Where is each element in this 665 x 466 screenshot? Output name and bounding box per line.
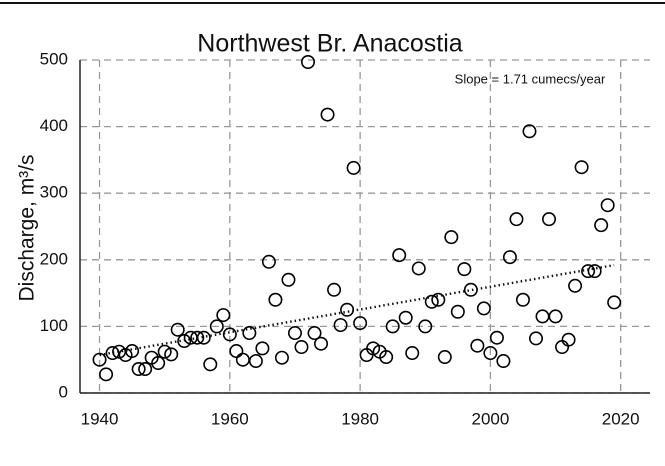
data-point — [268, 292, 283, 307]
data-point — [131, 362, 146, 377]
data-point — [105, 346, 120, 361]
data-point — [294, 340, 309, 355]
data-point — [496, 354, 511, 369]
data-point — [307, 326, 322, 341]
data-point — [125, 344, 140, 359]
trendline — [99, 263, 615, 357]
data-point — [515, 292, 530, 307]
y-tick-label: 300 — [40, 183, 68, 202]
data-point — [418, 319, 433, 334]
data-point — [327, 282, 342, 297]
data-point — [392, 248, 407, 263]
data-point — [502, 250, 517, 265]
data-point — [509, 212, 524, 227]
data-point — [235, 352, 250, 367]
data-point — [261, 254, 276, 269]
data-point — [138, 362, 153, 377]
data-point — [431, 292, 446, 307]
data-point — [99, 367, 114, 382]
data-point — [274, 350, 289, 365]
y-axis-label: Discharge, m³/s — [16, 154, 39, 301]
x-tick-label: 2000 — [471, 409, 509, 428]
data-point — [333, 318, 348, 333]
y-tick-label: 400 — [40, 116, 68, 135]
data-point — [92, 352, 107, 367]
data-point — [229, 344, 244, 359]
data-point — [424, 294, 439, 309]
data-point — [489, 330, 504, 345]
chart-title: Northwest Br. Anacostia — [197, 30, 463, 58]
data-point — [157, 344, 172, 359]
data-point — [535, 309, 550, 324]
x-tick-label: 1940 — [81, 409, 119, 428]
data-point — [366, 341, 381, 356]
x-tick-label: 2020 — [602, 409, 640, 428]
data-point — [522, 124, 537, 139]
data-point — [483, 346, 498, 361]
data-point — [463, 282, 478, 297]
data-point — [314, 336, 329, 351]
data-point — [450, 304, 465, 319]
data-point — [385, 319, 400, 334]
annotation: Slope = 1.71 cumecs/year — [455, 71, 606, 86]
data-point — [548, 309, 563, 324]
data-point — [542, 212, 557, 227]
y-tick-label: 100 — [40, 316, 68, 335]
data-point — [444, 230, 459, 245]
data-point — [209, 319, 224, 334]
data-point — [437, 350, 452, 365]
data-point — [300, 54, 315, 69]
data-point — [281, 272, 296, 287]
data-point — [222, 327, 237, 342]
data-point — [353, 316, 368, 331]
data-point — [470, 338, 485, 353]
data-point — [607, 295, 622, 310]
data-point — [151, 356, 166, 371]
data-point — [398, 310, 413, 325]
data-point — [242, 326, 257, 341]
data-point — [411, 261, 426, 276]
y-tick-label: 0 — [59, 382, 68, 401]
data-point — [379, 350, 394, 365]
data-point — [216, 308, 231, 323]
data-point — [255, 341, 270, 356]
data-point — [594, 218, 609, 233]
data-point — [561, 332, 576, 347]
data-point — [476, 301, 491, 316]
y-tick-label: 200 — [40, 249, 68, 268]
data-point — [587, 264, 602, 279]
data-point — [346, 160, 361, 175]
data-point — [581, 264, 596, 279]
data-point — [600, 198, 615, 213]
data-point — [248, 354, 263, 369]
data-point — [555, 340, 570, 355]
x-tick-label: 1980 — [341, 409, 379, 428]
data-point — [340, 302, 355, 317]
data-point — [528, 331, 543, 346]
x-tick-label: 1960 — [211, 409, 249, 428]
data-point — [287, 326, 302, 341]
data-point — [574, 160, 589, 175]
data-point — [177, 334, 192, 349]
data-point — [170, 322, 185, 337]
data-point — [320, 107, 335, 122]
data-point — [457, 262, 472, 277]
data-point — [190, 330, 205, 345]
data-point — [203, 357, 218, 372]
data-point — [405, 346, 420, 361]
data-point — [568, 278, 583, 293]
data-point — [164, 347, 179, 362]
y-tick-label: 500 — [40, 49, 68, 68]
